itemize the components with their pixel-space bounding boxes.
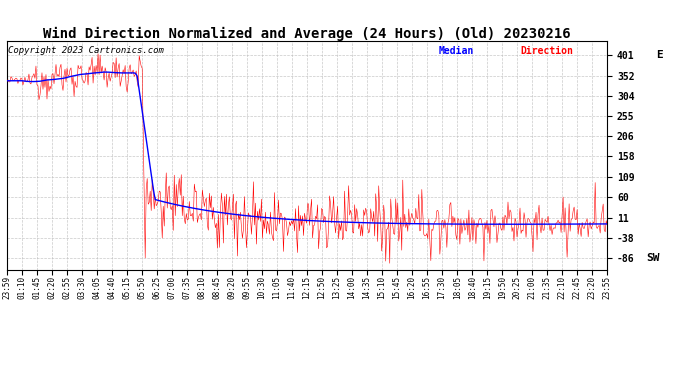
Title: Wind Direction Normalized and Average (24 Hours) (Old) 20230216: Wind Direction Normalized and Average (2… xyxy=(43,27,571,41)
Text: E: E xyxy=(656,50,662,60)
Text: SW: SW xyxy=(646,253,660,263)
Text: Median: Median xyxy=(439,46,474,56)
Text: Direction: Direction xyxy=(520,46,573,56)
Text: Copyright 2023 Cartronics.com: Copyright 2023 Cartronics.com xyxy=(8,46,164,55)
